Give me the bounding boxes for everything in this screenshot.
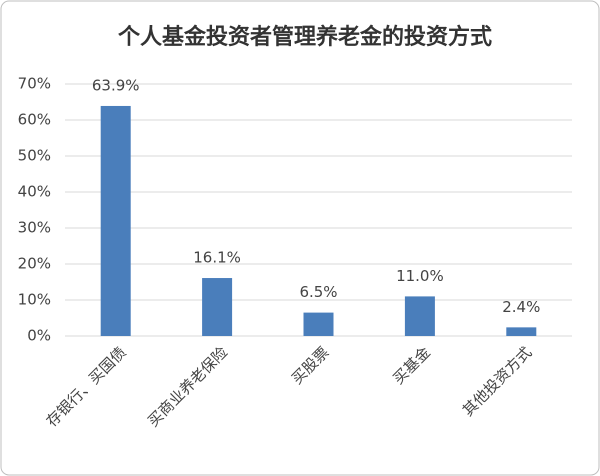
bar: [303, 312, 334, 336]
y-tick-label: 60%: [18, 111, 51, 129]
y-tick-label: 0%: [27, 327, 51, 345]
bar: [100, 105, 131, 337]
y-tick-label: 50%: [18, 147, 51, 165]
y-tick-label: 40%: [18, 183, 51, 201]
value-label: 2.4%: [502, 298, 540, 316]
value-label: 6.5%: [299, 283, 337, 301]
value-label: 63.9%: [92, 76, 140, 94]
bar: [202, 278, 233, 336]
value-label: 11.0%: [396, 267, 444, 285]
bar: [404, 296, 435, 336]
y-tick-label: 70%: [18, 75, 51, 93]
bar: [506, 327, 537, 336]
y-tick-label: 20%: [18, 255, 51, 273]
y-tick-label: 10%: [18, 291, 51, 309]
value-label: 16.1%: [193, 249, 241, 267]
chart-title: 个人基金投资者管理养老金的投资方式: [118, 24, 492, 50]
y-tick-label: 30%: [18, 219, 51, 237]
